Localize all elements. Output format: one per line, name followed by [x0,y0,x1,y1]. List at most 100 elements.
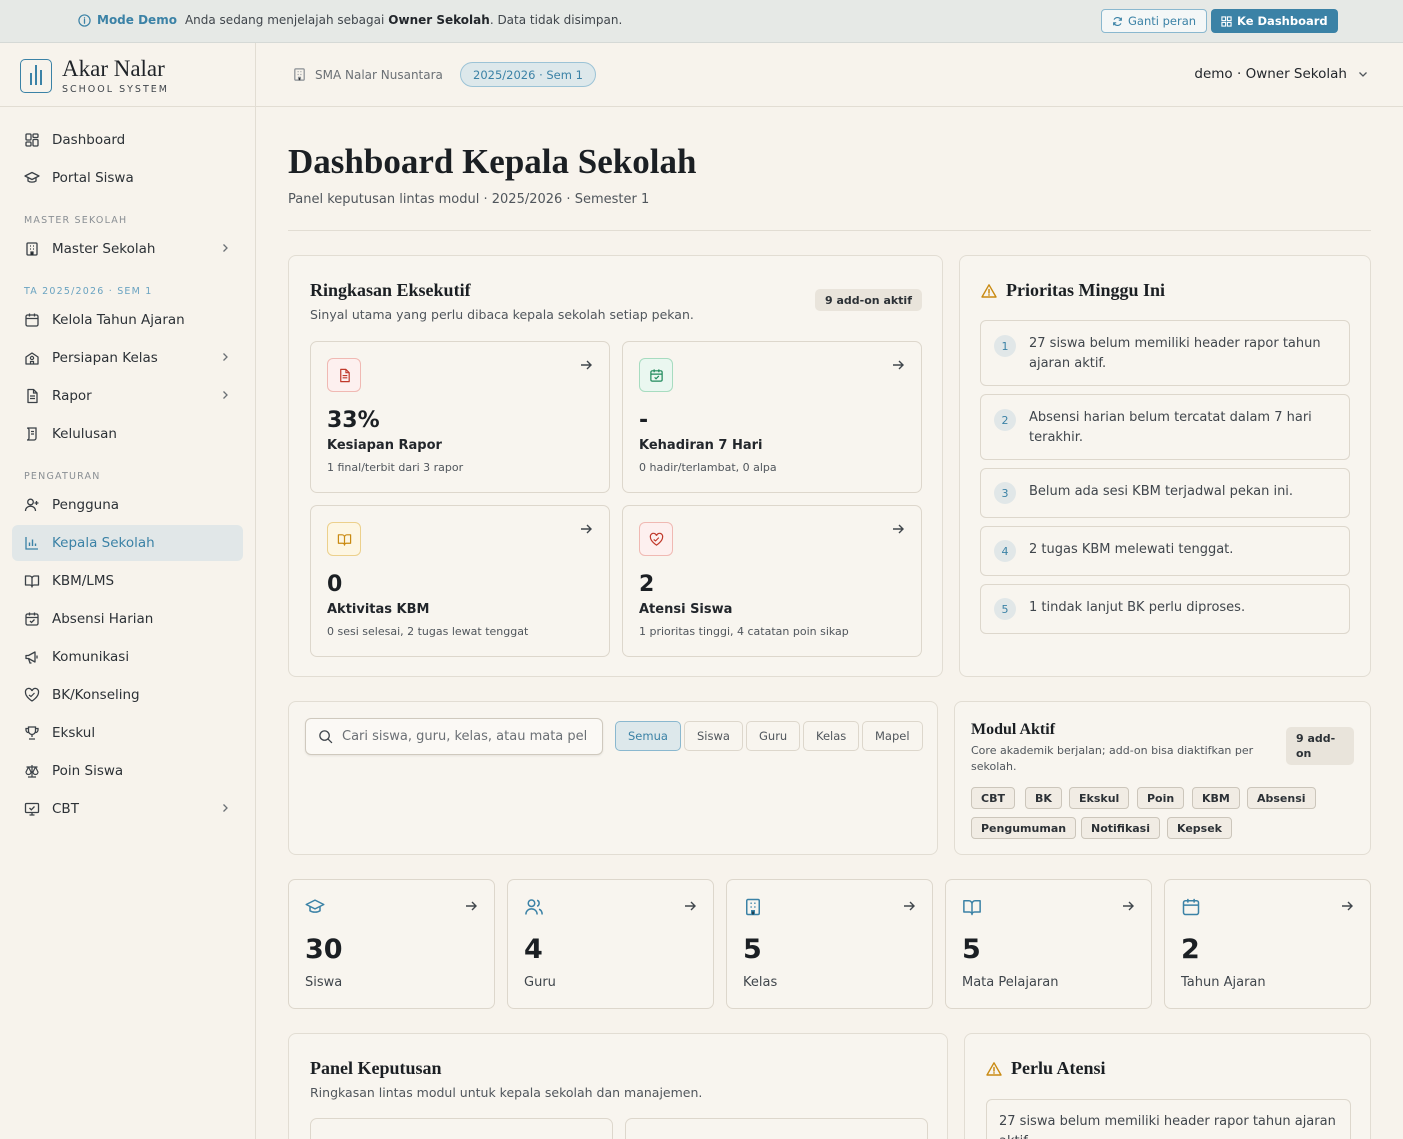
module-chip: Kepsek [1167,817,1232,839]
stat-label: Guru [524,975,556,990]
to-dashboard-button[interactable]: Ke Dashboard [1211,9,1338,33]
sidebar-item-kepala-sekolah[interactable]: Kepala Sekolah [12,525,243,561]
priority-item[interactable]: 1 27 siswa belum memiliki header rapor t… [980,320,1350,386]
decision-panel-card: Panel Keputusan Ringkasan lintas modul u… [288,1033,948,1139]
heart-handshake-icon [639,522,673,556]
stat-value: 5 [962,934,981,965]
filter-semua[interactable]: Semua [615,721,681,751]
filter-guru[interactable]: Guru [746,721,801,751]
filter-siswa[interactable]: Siswa [684,721,743,751]
chevron-right-icon [223,391,228,399]
filter-mapel[interactable]: Mapel [862,721,923,751]
priority-item[interactable]: 5 1 tindak lanjut BK perlu diproses. [980,584,1350,634]
sidebar-item-komunikasi[interactable]: Komunikasi [12,639,243,675]
document-icon [27,388,38,404]
metric-card-rapor[interactable]: 33% Kesiapan Rapor 1 final/terbit dari 3… [310,341,610,493]
school-icon [25,352,39,365]
semester-badge[interactable]: 2025/2026 · Sem 1 [460,62,596,87]
stat-card-kelas[interactable]: 5 Kelas [726,879,933,1009]
info-icon [78,13,91,27]
priority-item[interactable]: 4 2 tugas KBM melewati tenggat. [980,526,1350,576]
sidebar-item-rapor[interactable]: Rapor [12,378,243,414]
stat-card-mata-pelajaran[interactable]: 5 Mata Pelajaran [945,879,1152,1009]
card-title: Modul Aktif [971,721,1056,738]
card-title: Ringkasan Eksekutif [310,280,471,300]
attention-item[interactable]: 27 siswa belum memiliki header rapor tah… [986,1099,1351,1139]
sidebar-item-kbm-lms[interactable]: KBM/LMS [12,563,243,599]
stat-label: Tahun Ajaran [1181,975,1266,990]
priority-number: 2 [994,409,1016,431]
module-chip: Ekskul [1069,787,1130,809]
calendar-check-icon [25,612,39,626]
attention-text: 27 siswa belum memiliki header rapor tah… [999,1114,1336,1139]
sidebar-item-ekskul[interactable]: Ekskul [12,715,243,751]
chevron-right-icon [223,804,228,812]
users-icon [525,899,543,915]
sidebar-item-label: Komunikasi [52,649,130,665]
sidebar-divider [0,106,256,107]
topbar: SMA Nalar Nusantara 2025/2026 · Sem 1 de… [256,43,1403,107]
metric-label: Kehadiran 7 Hari [639,438,763,453]
warning-icon [986,1061,1002,1076]
stat-card-guru[interactable]: 4 Guru [507,879,714,1009]
priority-item[interactable]: 2 Absensi harian belum tercatat dalam 7 … [980,394,1350,460]
metric-description: 0 hadir/terlambat, 0 alpa [639,461,777,474]
priority-item[interactable]: 3 Belum ada sesi KBM terjadwal pekan ini… [980,468,1350,518]
stat-card-siswa[interactable]: 30 Siswa [288,879,495,1009]
sidebar-item-portal-siswa[interactable]: Portal Siswa [12,160,243,196]
sidebar-item-poin-siswa[interactable]: Poin Siswa [12,753,243,789]
search-field[interactable] [305,718,603,755]
card-title: Panel Keputusan [310,1058,442,1078]
priority-number: 5 [994,598,1016,620]
stat-card-tahun-ajaran[interactable]: 2 Tahun Ajaran [1164,879,1371,1009]
monitor-check-icon [24,802,40,816]
decision-metric-card[interactable] [310,1118,613,1139]
badge-line: 9 add- [1296,732,1336,745]
priority-number: 1 [994,335,1016,357]
sidebar-item-label: Portal Siswa [52,170,134,186]
metric-label: Atensi Siswa [639,602,733,617]
graduation-cap-icon [305,899,325,913]
switch-role-button[interactable]: Ganti peran [1101,9,1208,33]
user-menu[interactable]: demo · Owner Sekolah [1194,66,1369,82]
brand-name: Akar Nalar [62,56,165,81]
module-chip: Absensi [1247,787,1316,809]
card-title: Perlu Atensi [1011,1058,1106,1078]
filter-kelas[interactable]: Kelas [803,721,860,751]
sidebar-item-cbt[interactable]: CBT [12,791,243,827]
sidebar-item-label: Ekskul [52,725,96,741]
priority-text: Absensi harian belum tercatat dalam 7 ha… [1029,410,1312,445]
user-plus-icon [24,498,39,512]
metric-description: 0 sesi selesai, 2 tugas lewat tenggat [327,625,529,638]
stat-value: 2 [1181,934,1200,965]
sidebar-item-pengguna[interactable]: Pengguna [12,487,243,523]
metric-card-atensi[interactable]: 2 Atensi Siswa 1 prioritas tinggi, 4 cat… [622,505,922,657]
sidebar-item-bk-konseling[interactable]: BK/Konseling [12,677,243,713]
sidebar-item-persiapan-kelas[interactable]: Persiapan Kelas [12,340,243,376]
book-open-icon [327,522,361,556]
arrow-right-icon [581,524,592,534]
sidebar-item-dashboard[interactable]: Dashboard [12,122,243,158]
dashboard-icon [25,133,39,147]
building-icon [294,68,305,81]
metric-card-kbm[interactable]: 0 Aktivitas KBM 0 sesi selesai, 2 tugas … [310,505,610,657]
stat-value: 4 [524,934,543,965]
decision-metric-card[interactable] [625,1118,928,1139]
warning-icon [981,283,997,298]
search-input[interactable] [342,729,588,744]
arrow-right-icon [685,901,696,911]
sidebar-item-absensi-harian[interactable]: Absensi Harian [12,601,243,637]
addon-count-badge: 9 add-on aktif [815,289,922,311]
metric-card-kehadiran[interactable]: - Kehadiran 7 Hari 0 hadir/terlambat, 0 … [622,341,922,493]
sidebar-item-kelola-tahun-ajaran[interactable]: Kelola Tahun Ajaran [12,302,243,338]
school-name: SMA Nalar Nusantara [315,67,443,82]
arrow-right-icon [893,524,904,534]
brand[interactable]: Akar Nalar SCHOOL SYSTEM [20,57,169,95]
metric-description: 1 final/terbit dari 3 rapor [327,461,464,474]
stat-label: Mata Pelajaran [962,975,1059,990]
bar-chart-icon [25,537,38,550]
sidebar-item-kelulusan[interactable]: Kelulusan [12,416,243,452]
chevron-right-icon [223,244,228,252]
sidebar-item-master-sekolah[interactable]: Master Sekolah [12,231,243,267]
grid-icon [1221,15,1232,27]
